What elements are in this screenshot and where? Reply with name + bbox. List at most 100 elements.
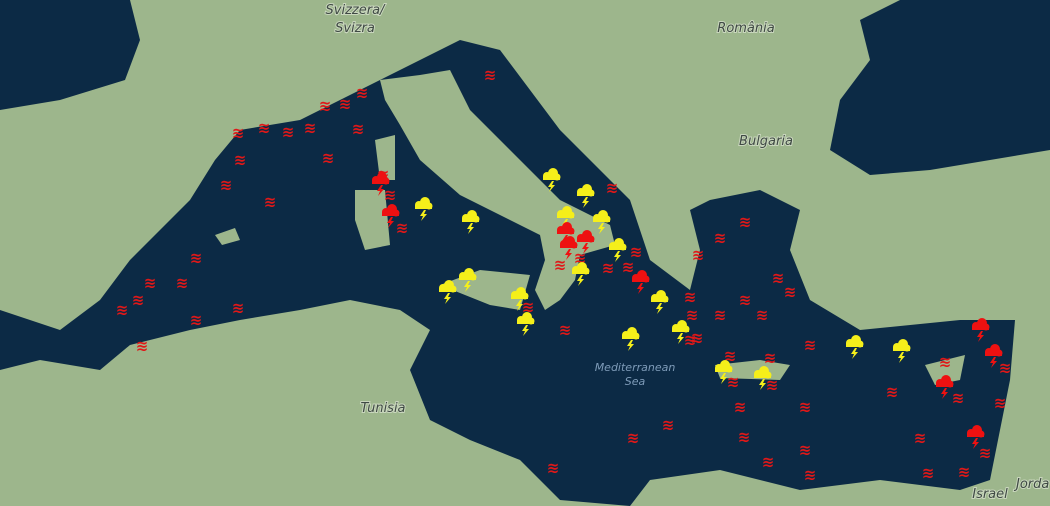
wave-warning: ≋ [958, 463, 971, 481]
wave-warning: ≋ [622, 258, 635, 276]
wave-warning: ≋ [799, 441, 812, 459]
storm-warning [593, 210, 611, 234]
place-label: Israel [972, 487, 1008, 502]
storm-warning [517, 312, 535, 336]
storm-warning [967, 425, 985, 449]
storm-warning [985, 344, 1003, 368]
wave-warning: ≋ [176, 274, 189, 292]
wave-warning: ≋ [132, 291, 145, 309]
wave-warning: ≋ [784, 283, 797, 301]
storm-warning [651, 290, 669, 314]
wave-warning: ≋ [627, 429, 640, 447]
corsica [375, 135, 395, 180]
place-label: Svizra [335, 21, 375, 36]
warning-icons: ≋ ≋ ≋ ≋≋≋≋≋≋≋ ≋≋≋≋≋≋≋≋≋≋≋≋≋≋≋≋≋≋≋ ≋≋≋≋≋≋≋≋≋≋ ≋… [116, 66, 1012, 484]
wave-warning: ≋ [764, 349, 777, 367]
wave-warning: ≋ [554, 256, 567, 274]
wave-warning: ≋ [734, 398, 747, 416]
wave-warning: ≋ [220, 176, 233, 194]
wave-warning: ≋ [384, 186, 397, 204]
wave-warning: ≋ [979, 444, 992, 462]
wave-warning: ≋ [630, 243, 643, 261]
islands [215, 70, 965, 385]
wave-warning: ≋ [356, 84, 369, 102]
storm-warning [560, 236, 578, 260]
wave-warning: ≋ [319, 97, 332, 115]
storm-warning [415, 197, 433, 221]
wave-warning: ≋ [922, 464, 935, 482]
italy [380, 70, 615, 310]
wave-warning: ≋ [994, 394, 1007, 412]
wave-warning: ≋ [116, 301, 129, 319]
place-label: Tunisia [360, 401, 405, 416]
wave-warning: ≋ [714, 229, 727, 247]
wave-warning: ≋ [739, 291, 752, 309]
storm-warning [382, 204, 400, 228]
balearics [215, 228, 240, 245]
wave-warning: ≋ [352, 120, 365, 138]
wave-warning: ≋ [339, 95, 352, 113]
wave-warning: ≋ [282, 123, 295, 141]
wave-warning: ≋ [804, 336, 817, 354]
storm-warning [511, 287, 529, 311]
place-label: Bulgaria [739, 134, 793, 149]
wave-warning: ≋ [738, 428, 751, 446]
cyprus [925, 355, 965, 385]
wave-warning: ≋ [662, 416, 675, 434]
wave-warning: ≋ [264, 193, 277, 211]
wave-warning: ≋ [190, 311, 203, 329]
wave-warning: ≋ [684, 288, 697, 306]
storm-warning [572, 262, 590, 286]
sea-label: Sea [625, 375, 646, 388]
wave-warning: ≋ [886, 383, 899, 401]
storm-warning [846, 335, 864, 359]
wave-warning: ≋ [136, 337, 149, 355]
wave-warning: ≋ [602, 259, 615, 277]
place-label: Svizzera/ [326, 3, 387, 18]
wave-warning: ≋ [522, 298, 535, 316]
sea-label: Mediterranean [595, 361, 676, 374]
wave-warning: ≋ [939, 353, 952, 371]
place-label: Jorda [1013, 477, 1049, 492]
wave-warning: ≋ [190, 249, 203, 267]
wave-warning: ≋ [772, 269, 785, 287]
wave-warning: ≋ [234, 151, 247, 169]
storm-warning [622, 327, 640, 351]
wave-warning: ≋ [606, 179, 619, 197]
storm-warning [462, 210, 480, 234]
wave-warning: ≋ [914, 429, 927, 447]
wave-warning: ≋ [322, 149, 335, 167]
wave-warning: ≋ [799, 398, 812, 416]
wave-warning: ≋ [952, 389, 965, 407]
storm-warning [459, 268, 477, 292]
wave-warning: ≋ [756, 306, 769, 324]
wave-warning: ≋ [691, 329, 704, 347]
wave-warning: ≋ [804, 466, 817, 484]
wave-warning: ≋ [766, 376, 779, 394]
storm-warning [372, 172, 390, 196]
black-sea [830, 0, 1050, 175]
wave-warning: ≋ [686, 306, 699, 324]
wave-warning: ≋ [232, 124, 245, 142]
storm-warning [543, 168, 561, 192]
wave-warning: ≋ [559, 321, 572, 339]
storm-warning [577, 230, 595, 254]
wave-warning: ≋ [304, 119, 317, 137]
storm-warning [632, 270, 650, 294]
storm-warning [672, 320, 690, 344]
place-label: România [717, 21, 774, 36]
wave-warning: ≋ [484, 66, 497, 84]
wave-warning: ≋ [739, 213, 752, 231]
storm-warning [936, 375, 954, 399]
wave-warning: ≋ [762, 453, 775, 471]
wave-warning: ≋ [144, 274, 157, 292]
storm-warning [609, 238, 627, 262]
wave-warning: ≋ [258, 119, 271, 137]
storm-warning [577, 184, 595, 208]
wave-warning: ≋ [692, 246, 705, 264]
wave-warning: ≋ [232, 299, 245, 317]
sardinia [355, 190, 390, 250]
storm-warning [893, 339, 911, 363]
wave-warning: ≋ [684, 331, 697, 349]
